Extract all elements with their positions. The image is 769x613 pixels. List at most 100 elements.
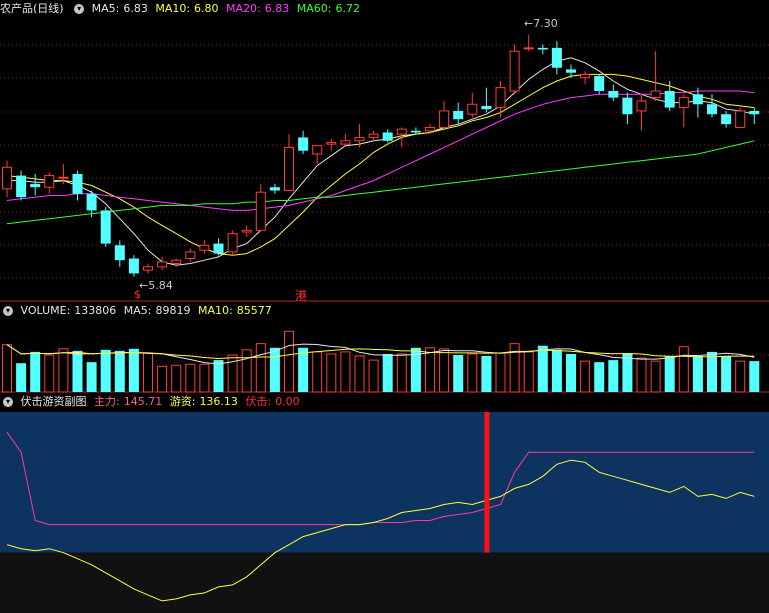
volume-bar-down bbox=[298, 347, 309, 392]
youzi-line bbox=[6, 459, 755, 602]
ma-line-ma60 bbox=[6, 140, 755, 225]
candle-up bbox=[241, 229, 252, 233]
volume-bar-up bbox=[467, 353, 478, 393]
ma-line-ma5 bbox=[7, 57, 755, 266]
candle-up bbox=[171, 259, 182, 265]
volume-bar-down bbox=[382, 353, 393, 392]
volume-bar-down bbox=[551, 349, 562, 392]
candle-up bbox=[467, 103, 478, 115]
volume-bar-up bbox=[340, 351, 351, 393]
volume-bar-up bbox=[255, 343, 266, 393]
volume-bar-up bbox=[523, 351, 534, 393]
volume-options-icon[interactable]: ▾ bbox=[3, 306, 13, 316]
volume-bar-up bbox=[735, 360, 746, 393]
volume-bar-up bbox=[678, 346, 689, 393]
volume-value: 133806 bbox=[74, 304, 117, 317]
candle-up bbox=[255, 191, 266, 231]
volume-bar-down bbox=[481, 356, 492, 392]
candle-up bbox=[735, 110, 746, 128]
candle-up bbox=[495, 87, 506, 109]
candle-up bbox=[439, 110, 450, 128]
vol-ma5-label: MA5: bbox=[123, 304, 152, 317]
volume-bar-down bbox=[16, 363, 27, 392]
candle-down bbox=[692, 94, 703, 105]
volume-bar-up bbox=[58, 348, 69, 393]
main-chart-header: 农产品(日线) ▾ MA5: 6.83 MA10: 6.80 MA20: 6.83 M… bbox=[0, 0, 364, 18]
candle-up bbox=[650, 90, 661, 99]
sub-chart-options-icon[interactable]: ▾ bbox=[3, 397, 13, 407]
candle-up bbox=[143, 266, 153, 271]
high-price-label: ←7.30 bbox=[524, 17, 558, 30]
candle-down bbox=[16, 175, 27, 198]
buy-signal-marker: $ bbox=[134, 288, 141, 301]
candle-up bbox=[636, 100, 647, 112]
volume-bar-down bbox=[537, 345, 548, 392]
volume-bar-down bbox=[128, 348, 139, 392]
volume-bar-up bbox=[157, 365, 168, 393]
volume-bar-up bbox=[171, 364, 182, 393]
fuji-label: 伏击: bbox=[245, 395, 272, 408]
volume-bar-up bbox=[143, 352, 153, 393]
sub-chart-lower-zone bbox=[0, 552, 769, 613]
candle-down bbox=[269, 187, 280, 191]
candle-down bbox=[608, 90, 619, 98]
candle-up bbox=[157, 261, 168, 268]
candle-up bbox=[58, 176, 69, 179]
candle-down bbox=[481, 105, 492, 110]
candle-down bbox=[551, 47, 562, 68]
sub-chart-header: ▾ 伏击游资副图 主力: 145.71 游资: 136.13 伏击: 0.00 bbox=[0, 393, 304, 411]
ma60-value: 6.72 bbox=[335, 2, 360, 15]
volume-bar-down bbox=[30, 351, 41, 392]
volume-title: VOLUME: bbox=[20, 304, 71, 317]
volume-bar-up bbox=[354, 355, 365, 393]
candle-up bbox=[44, 175, 55, 188]
ma20-value: 6.83 bbox=[264, 2, 290, 15]
volume-bar-down bbox=[749, 361, 760, 392]
ma-line-ma10 bbox=[6, 73, 755, 256]
candle-down bbox=[382, 132, 393, 141]
volume-bar-up bbox=[312, 351, 323, 393]
candle-up bbox=[368, 133, 379, 138]
volume-bar-down bbox=[566, 353, 576, 392]
zhuli-value: 145.71 bbox=[123, 395, 163, 408]
volume-bar-up bbox=[199, 363, 210, 393]
candle-down bbox=[749, 110, 760, 115]
sub-chart-upper-zone bbox=[0, 412, 769, 553]
candle-down bbox=[86, 193, 97, 211]
volume-bar-down bbox=[100, 349, 111, 392]
volume-bar-up bbox=[227, 354, 238, 393]
volume-bar-down bbox=[72, 350, 83, 392]
volume-bar-down bbox=[608, 360, 619, 392]
candle-up bbox=[580, 73, 591, 79]
volume-bar-up bbox=[495, 352, 506, 393]
volume-bar-down bbox=[721, 356, 732, 392]
vol-ma10-line bbox=[6, 344, 755, 360]
volume-bar-up bbox=[2, 344, 12, 393]
volume-bar-down bbox=[664, 356, 675, 392]
candle-down bbox=[721, 114, 732, 125]
volume-bar-up bbox=[185, 363, 196, 393]
candle-down bbox=[213, 243, 224, 254]
candle-down bbox=[664, 90, 675, 108]
volume-bar-up bbox=[439, 348, 450, 393]
ma-line-ma20 bbox=[6, 90, 755, 211]
volume-bar-up bbox=[241, 349, 252, 393]
ma10-label: MA10: bbox=[155, 2, 191, 15]
candle-up bbox=[340, 140, 351, 145]
candle-down bbox=[453, 110, 464, 120]
candle-down bbox=[100, 210, 111, 244]
volume-bar-down bbox=[213, 360, 224, 392]
sub-title: 伏击游资副图 bbox=[20, 395, 87, 408]
volume-bar-up bbox=[326, 353, 337, 393]
youzi-value: 136.13 bbox=[199, 395, 238, 408]
candle-down bbox=[298, 137, 309, 151]
volume-bar-up bbox=[650, 360, 661, 393]
candle-up bbox=[509, 50, 520, 92]
low-price-label: ←5.84 bbox=[139, 279, 173, 292]
candle-up bbox=[312, 145, 323, 155]
volume-bar-down bbox=[707, 351, 717, 392]
main-chart-options-icon[interactable]: ▾ bbox=[74, 4, 85, 14]
candle-up bbox=[227, 233, 238, 253]
zhuli-label: 主力: bbox=[94, 395, 120, 408]
